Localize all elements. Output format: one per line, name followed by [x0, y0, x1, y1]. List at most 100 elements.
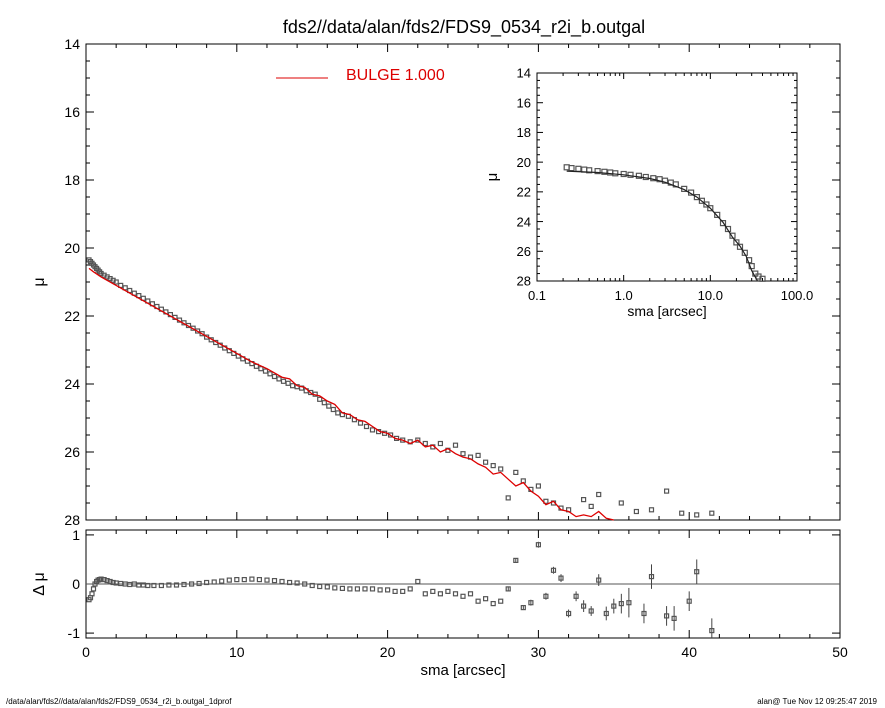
data-point: [498, 466, 504, 472]
data-point: [335, 410, 341, 416]
data-point: [309, 582, 315, 589]
data-point: [709, 627, 715, 634]
data-point: [633, 508, 640, 515]
model-line: [88, 267, 614, 521]
data-point: [550, 567, 557, 573]
x-tick-label: 50: [832, 644, 848, 660]
data-point: [586, 167, 593, 174]
data-point: [603, 610, 609, 617]
data-point: [460, 593, 466, 599]
y-axis-label: μ: [31, 277, 48, 286]
data-point: [513, 557, 519, 564]
data-point: [580, 497, 587, 503]
x-tick-label: 10.0: [698, 288, 723, 303]
data-point: [385, 587, 391, 593]
data-point: [321, 400, 327, 406]
data-point: [694, 569, 700, 575]
data-point: [422, 440, 428, 447]
data-point: [324, 584, 330, 590]
data-point: [505, 586, 511, 592]
data-point: [543, 498, 549, 504]
data-point: [332, 585, 338, 591]
x-tick-label: 40: [681, 644, 697, 660]
data-point: [505, 495, 511, 501]
data-point: [513, 469, 519, 475]
data-point: [388, 432, 394, 438]
data-point: [276, 376, 282, 382]
data-point: [317, 396, 323, 402]
data-point: [166, 582, 172, 588]
data-point: [181, 581, 187, 588]
data-point: [363, 423, 370, 430]
data-point: [339, 585, 345, 592]
data-point: [748, 263, 755, 270]
data-point: [369, 427, 376, 433]
y-tick-label: 20: [517, 155, 531, 170]
data-point: [679, 510, 685, 516]
data-point: [415, 437, 421, 443]
data-point: [709, 510, 715, 516]
model-line: [566, 170, 759, 282]
data-point: [90, 586, 97, 592]
data-point: [110, 579, 116, 586]
data-point: [588, 608, 594, 614]
x-tick-label: 1.0: [615, 288, 633, 303]
y-tick-label: -1: [68, 625, 81, 641]
x-axis-label: sma [arcsec]: [627, 303, 706, 319]
data-point: [648, 507, 655, 513]
data-point: [543, 593, 549, 599]
data-point: [113, 580, 119, 586]
data-point: [596, 577, 602, 583]
data-point: [703, 201, 710, 208]
data-point: [267, 371, 273, 377]
data-point: [140, 582, 146, 588]
data-point: [719, 220, 727, 227]
main-profile-panel: 14 16 18 20 22 24 26 28 μ BULGE 1.000: [31, 36, 841, 528]
data-point: [271, 373, 278, 380]
data-point: [601, 168, 608, 175]
legend-label: BULGE 1.000: [346, 67, 445, 84]
footer-timestamp: alan@ Tue Nov 12 09:25:47 2019: [757, 697, 877, 706]
data-point: [234, 576, 240, 583]
data-point: [249, 576, 255, 582]
data-point: [407, 586, 413, 592]
data-point: [127, 581, 133, 588]
data-point: [445, 588, 451, 595]
x-axis-label: sma [arcsec]: [420, 662, 505, 679]
data-point: [326, 403, 332, 409]
data-point: [241, 576, 247, 583]
data-point: [347, 586, 353, 592]
data-point: [714, 211, 721, 218]
data-point: [535, 542, 542, 548]
y-tick-label: 18: [64, 172, 80, 188]
data-point: [568, 165, 575, 172]
data-point: [698, 197, 706, 204]
y-tick-label: 24: [64, 376, 80, 392]
x-tick-label: 20: [380, 644, 396, 660]
data-point: [290, 383, 296, 389]
data-point: [357, 420, 364, 426]
data-point: [724, 225, 732, 233]
data-point: [483, 459, 489, 465]
data-point: [294, 580, 300, 586]
data-point: [101, 576, 107, 583]
data-point: [686, 598, 692, 604]
data-point: [392, 588, 398, 595]
data-point: [415, 578, 421, 585]
data-point: [618, 500, 624, 506]
data-point: [136, 582, 142, 588]
x-tick-label: 0: [82, 644, 90, 660]
data-point: [279, 578, 285, 585]
data-point: [430, 588, 436, 595]
data-point: [693, 194, 701, 201]
data-point: [437, 440, 443, 447]
x-tick-label: 10: [229, 644, 245, 660]
data-point: [264, 577, 270, 583]
y-axis-label: Δ μ: [31, 572, 48, 595]
data-point: [663, 488, 670, 494]
data-point: [285, 380, 291, 386]
data-point: [262, 368, 269, 374]
data-point: [280, 378, 287, 384]
